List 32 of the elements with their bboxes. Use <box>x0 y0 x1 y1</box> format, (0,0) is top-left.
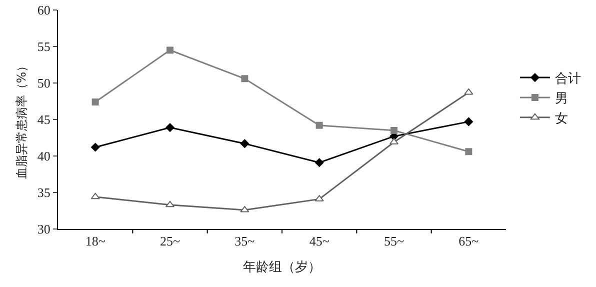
x-tick-label: 18~ <box>85 234 106 249</box>
point <box>92 98 99 106</box>
point <box>316 122 323 129</box>
y-tick-label: 40 <box>37 148 50 164</box>
point <box>314 158 324 168</box>
y-axis-title: 血脂异常患病率（%） <box>14 60 29 180</box>
point <box>464 88 474 95</box>
legend-label: 女 <box>554 111 568 126</box>
point <box>90 192 100 200</box>
y-tick-label: 55 <box>37 39 50 54</box>
point <box>465 148 472 156</box>
x-tick-label: 25~ <box>160 234 180 249</box>
legend-label: 男 <box>554 92 568 107</box>
point <box>165 122 175 132</box>
y-tick-label: 30 <box>37 222 50 237</box>
point <box>241 75 248 82</box>
point <box>390 126 398 134</box>
point <box>240 139 250 148</box>
x-tick-label: 55~ <box>384 234 404 249</box>
y-tick-label: 50 <box>37 76 50 91</box>
point <box>464 117 474 126</box>
point <box>166 46 174 54</box>
x-tick-label: 45~ <box>309 234 330 249</box>
y-tick-label: 60 <box>37 2 50 18</box>
point <box>90 142 100 152</box>
x-axis-title: 年龄组（岁） <box>243 260 321 276</box>
legend-label: 合计 <box>554 72 581 87</box>
x-tick-label: 35~ <box>234 234 255 249</box>
point <box>165 200 175 208</box>
x-tick-label: 65~ <box>458 234 479 249</box>
y-tick-label: 35 <box>37 185 50 200</box>
y-tick-label: 45 <box>37 112 50 128</box>
